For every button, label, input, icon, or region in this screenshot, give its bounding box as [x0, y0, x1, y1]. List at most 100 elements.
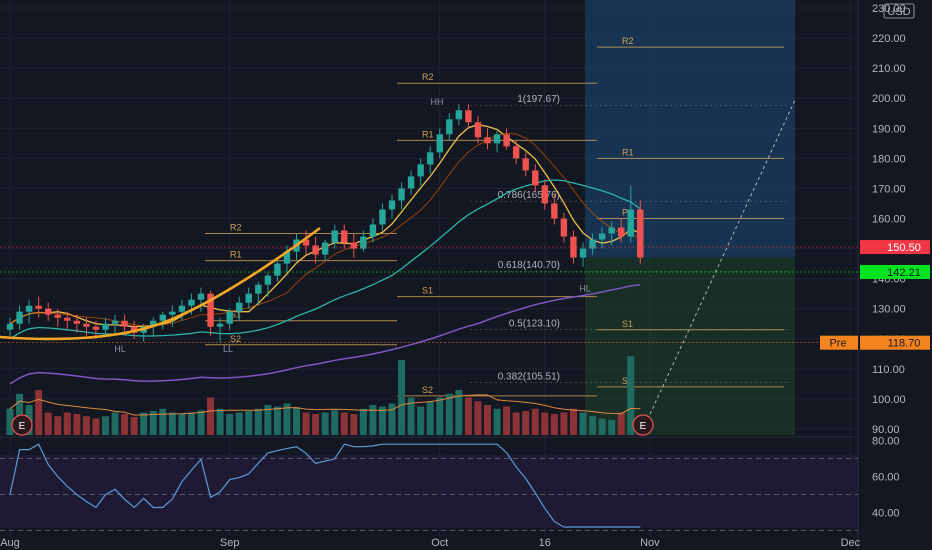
candle-body — [407, 176, 415, 189]
volume-bars — [6, 356, 644, 435]
earnings-label: E — [640, 421, 647, 432]
candle-body — [541, 185, 548, 204]
volume-bar — [293, 408, 300, 435]
volume-bar — [102, 416, 109, 435]
fib-label: 0.618(140.70) — [498, 260, 560, 271]
volume-bar — [178, 414, 186, 435]
candle-body — [350, 242, 357, 249]
volume-bar — [168, 412, 176, 435]
pivot-label: P — [622, 208, 628, 218]
price-tag — [860, 264, 930, 279]
swing-label: HH — [431, 97, 444, 107]
candle-body — [522, 158, 529, 171]
price-tick-label: 130.00 — [872, 304, 906, 316]
price-tick-label: 160.00 — [872, 214, 906, 226]
volume-bar — [398, 360, 406, 435]
candle-body — [532, 170, 539, 186]
candle-body — [35, 305, 42, 309]
time-tick-label: Dec — [841, 537, 861, 549]
volume-bar — [92, 418, 100, 435]
candle-body — [446, 119, 453, 135]
fib-label: 0.786(165.76) — [498, 190, 560, 201]
candle-body — [589, 239, 596, 249]
pivot-label: R1 — [422, 129, 434, 139]
candle-body — [197, 293, 205, 300]
volume-bar — [436, 397, 444, 435]
price-tick-label: 220.00 — [872, 33, 906, 45]
time-tick-label: 16 — [539, 537, 551, 549]
candle-body — [474, 122, 482, 138]
volume-bar — [350, 414, 358, 435]
volume-bar — [63, 412, 71, 435]
volume-bar — [541, 412, 549, 435]
pivot-label: R2 — [422, 72, 434, 82]
volume-bar — [130, 417, 138, 435]
price-tags: 150.50 142.21 Pre 118.70 — [0, 240, 930, 350]
volume-bar — [522, 411, 530, 435]
candle-body — [579, 248, 587, 258]
candle-body — [83, 323, 90, 327]
rsi-band — [0, 455, 858, 528]
volume-bar — [226, 414, 234, 435]
volume-bar — [560, 412, 568, 435]
volume-bar — [264, 405, 272, 435]
candle-body — [455, 110, 463, 120]
volume-bar — [598, 418, 606, 435]
pivot-label: S1 — [422, 286, 433, 296]
pivot-label: R1 — [622, 147, 634, 157]
candle-body — [417, 164, 424, 177]
volume-bar — [417, 406, 425, 435]
swing-label: HL — [114, 344, 126, 354]
candle-body — [92, 326, 100, 330]
volume-bar — [73, 414, 81, 435]
volume-bar — [369, 405, 377, 435]
annotations: HH HL HL LL E E — [0, 97, 796, 436]
candle-body — [608, 227, 615, 234]
price-tick-label: 230.00 — [872, 3, 906, 15]
candle-body — [64, 317, 71, 321]
volume-bar — [140, 412, 148, 435]
price-tick-label: 110.00 — [872, 364, 905, 376]
pivot-label: S1 — [230, 310, 241, 320]
candle-body — [121, 320, 128, 327]
candle-body — [236, 302, 243, 312]
price-tick-label: 100.00 — [872, 394, 906, 406]
volume-bar — [359, 408, 367, 435]
candle-body — [388, 200, 396, 210]
candle-body — [360, 236, 367, 249]
price-tag-label: 142.21 — [887, 267, 921, 279]
volume-bar — [312, 414, 320, 435]
volume-bar — [245, 411, 253, 435]
volume-bar — [6, 408, 14, 435]
volume-bar — [617, 412, 625, 435]
volume-bar — [331, 410, 339, 435]
pivot-label: S1 — [622, 319, 633, 329]
time-tick-label: Sep — [220, 537, 240, 549]
price-tick-label: 190.00 — [872, 123, 906, 135]
price-tick-label: 180.00 — [872, 153, 906, 165]
pre-tag-prefix — [820, 335, 858, 350]
volume-bar — [589, 416, 597, 435]
candle-body — [6, 323, 14, 330]
volume-bar — [187, 412, 195, 435]
currency-label: USD — [887, 6, 910, 18]
volume-bar — [197, 410, 205, 435]
price-tag-label: 150.50 — [887, 242, 921, 254]
candle-body — [73, 320, 81, 324]
stop-zone — [585, 257, 795, 435]
candle-body — [150, 320, 157, 327]
price-tag — [860, 240, 930, 255]
volume-bar — [550, 414, 558, 435]
pre-tag-prefix-label: Pre — [829, 338, 846, 350]
candle-body — [283, 251, 291, 264]
candle-body — [465, 110, 472, 123]
volume-bar — [216, 408, 224, 435]
price-tick-label: 170.00 — [872, 183, 906, 195]
volume-ma-line — [9, 394, 641, 416]
volume-bar — [388, 403, 396, 435]
candle-body — [331, 230, 338, 243]
candle-body — [398, 188, 405, 201]
candle-body — [560, 218, 568, 237]
pivot-label: R2 — [622, 36, 634, 46]
